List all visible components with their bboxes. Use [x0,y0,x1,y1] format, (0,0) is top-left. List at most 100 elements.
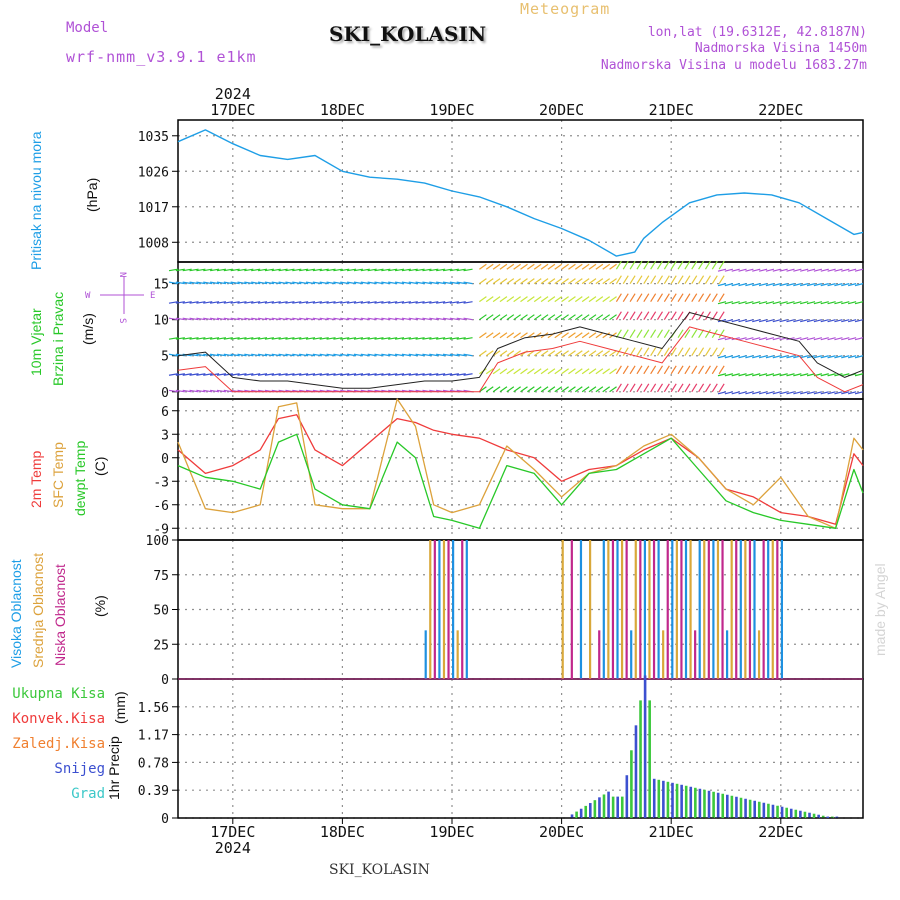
wind-barb [813,391,823,395]
wind-barb [340,281,350,285]
wind-barb [257,301,268,304]
wind-barb [436,268,446,272]
wind-barb [394,281,405,285]
precip-bar [611,796,615,818]
wind-barb [758,391,768,395]
y-tick-label: 1017 [138,201,169,216]
wind-barb [408,268,418,272]
wind-barb [677,275,684,284]
wind-barb [574,332,583,339]
wind-barb [312,317,322,321]
y-tick-label: 0 [161,452,169,467]
wind-barb [691,365,698,375]
wind-barb [588,350,597,357]
wind-barb [718,260,725,270]
wind-barb [175,281,185,285]
wind-barb [340,301,350,304]
wind-barb [670,311,677,321]
wind-barb [820,283,829,287]
wind-barb [656,293,664,302]
cloud-bar [694,630,697,679]
wind-barb [670,365,677,375]
wind-barb [602,386,611,393]
wind-barb [401,281,411,285]
wind-barb [547,386,556,393]
wind-barb [602,332,611,339]
precip-bar [634,725,638,818]
wind-barb [622,293,629,302]
cloud-bar [625,540,628,679]
wind-barb [800,373,809,377]
wind-barb [492,350,501,357]
cloud-bar [662,630,665,679]
cloud-bar [684,540,688,679]
temp-line-0 [177,414,864,525]
wind-barb [656,365,664,375]
wind-barb [216,281,227,285]
y-tick-label: 1.56 [138,701,169,716]
wind-barb [203,268,213,272]
wind-barb [574,386,583,393]
wind-barb [237,317,247,321]
wind-barb [574,350,583,357]
precip-bar [703,789,706,818]
wind-barb [367,337,377,340]
wind-barb [492,368,501,375]
wind-barb [271,281,281,285]
wind-barb [841,373,850,377]
wind-barb [333,317,343,321]
wind-barb [527,263,535,270]
wind-barb [189,301,199,304]
wind-barb [813,283,823,287]
wind-barb [244,301,254,304]
precip-bar [735,796,738,818]
cloud-bar [616,540,619,679]
cloud-bar [456,630,459,679]
wind-barb [738,283,747,287]
wind-barb [568,314,576,321]
wind-barb [175,268,185,272]
wind-barb [168,268,179,272]
wind-barb [684,275,691,284]
wind-barb [574,296,583,303]
wind-barb [182,268,192,272]
wind-barb [650,383,657,393]
cloud-bar [703,540,706,679]
wind-barb [813,268,823,272]
wind-barb [820,373,829,377]
wind-barb [203,301,213,304]
precip-bar [662,780,665,818]
wind-barb [189,389,199,393]
wind-barb [834,355,843,359]
wind-barb [422,268,432,272]
precip-bar [794,809,798,818]
wind-barb [456,281,466,285]
wind-barb [415,337,425,340]
wind-barb [456,337,466,340]
wind-barb [456,373,466,376]
wind-barb [223,317,233,321]
wind-barb [485,368,494,375]
wind-barb [527,368,535,375]
wind-barb [717,373,727,377]
wind-barb [285,353,295,357]
wind-barb [527,278,535,285]
y-tick-label: 3 [161,428,169,443]
wind-barb [786,301,795,305]
wind-barb [347,301,357,304]
wind-barb [602,263,611,270]
wind-barb [717,337,727,341]
wind-barb [745,373,754,377]
wind-barb [367,281,377,285]
wind-barb [479,350,487,357]
y-tick-label: 1008 [138,236,169,251]
wind-barb [196,337,206,340]
temp-line-1 [177,398,864,529]
wind-barb [360,373,370,376]
wind-barb [312,268,322,272]
wind-barb [827,283,836,287]
wind-barb [463,301,473,304]
wind-barb [449,281,459,285]
wind-barb [216,337,227,340]
cloud-bar [589,540,592,679]
